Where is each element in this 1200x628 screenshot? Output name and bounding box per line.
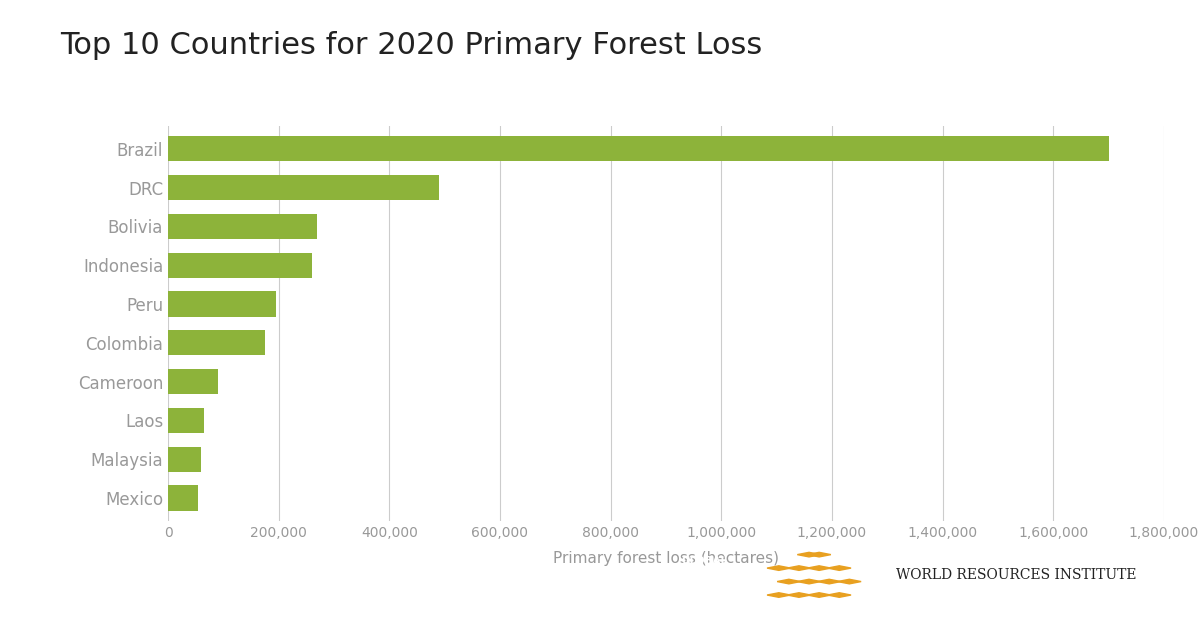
X-axis label: Primary forest loss (hectares): Primary forest loss (hectares): [553, 551, 779, 566]
Bar: [168, 136, 1109, 161]
Bar: [168, 175, 439, 200]
Polygon shape: [838, 579, 862, 584]
Polygon shape: [808, 553, 830, 557]
Polygon shape: [817, 579, 841, 584]
Bar: [168, 330, 265, 355]
Bar: [168, 447, 202, 472]
Bar: [168, 485, 198, 511]
Polygon shape: [787, 593, 811, 597]
Bar: [168, 214, 318, 239]
Polygon shape: [828, 593, 851, 597]
Polygon shape: [778, 579, 800, 584]
Polygon shape: [828, 566, 851, 570]
Polygon shape: [797, 553, 821, 557]
Bar: [168, 291, 276, 317]
Text: WORLD RESOURCES INSTITUTE: WORLD RESOURCES INSTITUTE: [896, 568, 1136, 582]
Polygon shape: [797, 579, 821, 584]
Text: GLOBAL
FOREST
WATCH: GLOBAL FOREST WATCH: [682, 556, 728, 593]
Polygon shape: [767, 593, 791, 597]
Polygon shape: [767, 566, 791, 570]
Text: Top 10 Countries for 2020 Primary Forest Loss: Top 10 Countries for 2020 Primary Forest…: [60, 31, 762, 60]
Bar: [168, 408, 204, 433]
Polygon shape: [787, 566, 811, 570]
Bar: [168, 252, 312, 278]
Polygon shape: [808, 593, 830, 597]
Bar: [168, 369, 218, 394]
Polygon shape: [808, 566, 830, 570]
